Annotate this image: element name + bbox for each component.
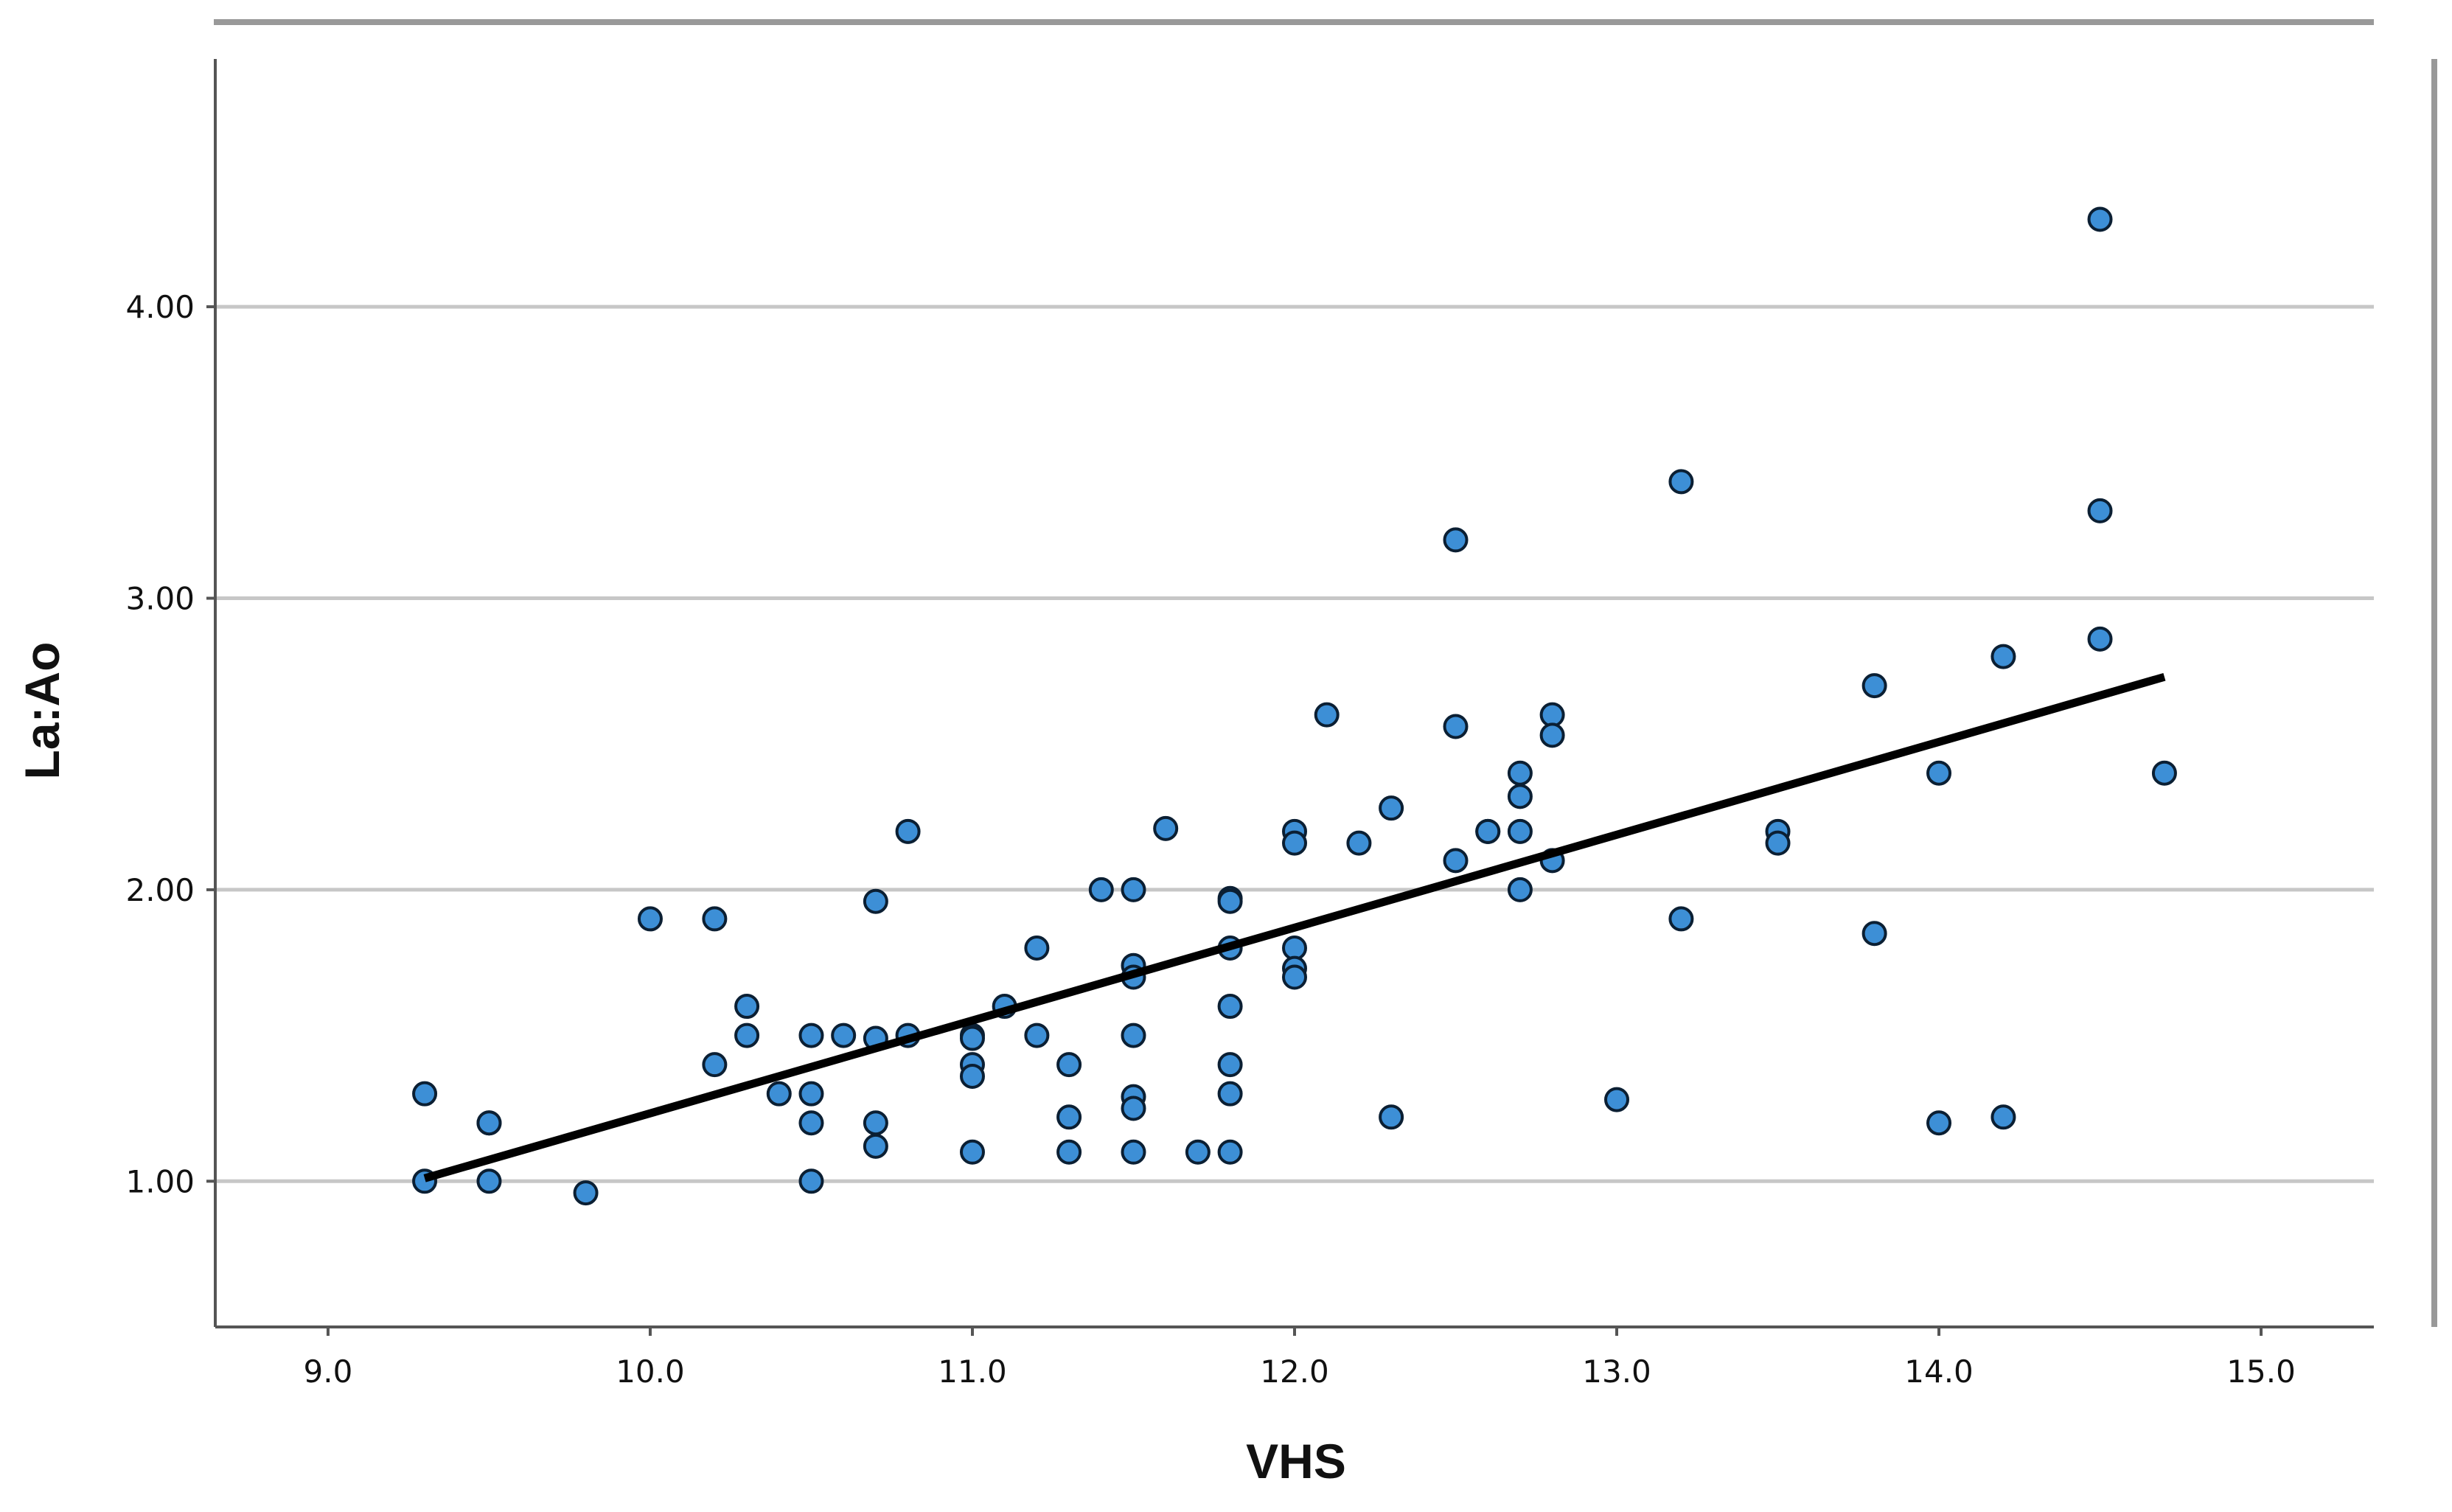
gridlines [215,304,2374,1183]
data-point-21 [895,818,921,844]
data-point-0 [412,1081,438,1107]
data-points [412,206,2177,1206]
data-point-78 [1861,921,1887,947]
x-tick-label: 13.0 [1582,1354,1651,1390]
data-point-4 [476,1168,502,1194]
data-point-47 [1217,994,1243,1020]
data-point-61 [1443,714,1469,739]
data-point-85 [2087,626,2113,652]
data-point-77 [1861,673,1887,699]
data-point-8 [702,1052,728,1078]
data-point-3 [476,1110,502,1136]
data-point-65 [1507,760,1533,786]
data-point-7 [702,906,728,932]
data-point-80 [1926,1110,1952,1136]
data-point-70 [1539,722,1565,748]
data-point-83 [2087,206,2113,232]
data-point-13 [798,1081,824,1107]
data-point-15 [798,1168,824,1194]
data-point-42 [1153,815,1179,841]
data-point-17 [863,888,888,914]
data-point-33 [1056,1139,1082,1165]
data-point-34 [1088,877,1114,902]
data-point-86 [2151,760,2177,786]
data-point-24 [959,1025,985,1051]
data-point-16 [831,1022,857,1048]
data-point-58 [1379,795,1404,821]
y-tick-labels: 1.00 2.00 3.00 4.00 [125,289,215,1199]
data-point-48 [1217,1052,1243,1078]
y-tick-label: 4.00 [125,289,195,325]
data-point-9 [734,994,760,1020]
data-point-81 [1990,644,2016,669]
data-point-74 [1668,906,1694,932]
data-point-45 [1217,888,1243,914]
data-point-14 [798,1110,824,1136]
y-tick-label: 2.00 [125,872,195,908]
data-point-29 [1024,935,1050,961]
data-point-5 [573,1180,599,1206]
y-tick-label: 1.00 [125,1163,195,1199]
regression-fit-line [423,672,2166,1182]
data-point-6 [637,906,663,932]
data-point-40 [1121,1095,1146,1121]
data-point-31 [1056,1052,1082,1078]
data-point-55 [1282,964,1307,990]
data-point-60 [1443,527,1469,553]
y-axis-title: La:Ao [15,642,69,780]
data-point-68 [1507,877,1533,902]
x-axis-title: VHS [1246,1434,1346,1488]
data-point-32 [1056,1104,1082,1130]
data-point-56 [1314,702,1340,728]
x-tick-label: 9.0 [304,1354,353,1390]
data-point-49 [1217,1081,1243,1107]
data-point-19 [863,1110,888,1136]
data-point-53 [1282,935,1307,961]
data-point-10 [734,1022,760,1048]
data-point-57 [1346,830,1372,856]
data-point-52 [1282,830,1307,856]
x-tick-label: 11.0 [938,1354,1007,1390]
data-point-73 [1668,469,1694,495]
data-point-41 [1121,1139,1146,1165]
data-point-35 [1121,877,1146,902]
data-point-82 [1990,1104,2016,1130]
data-point-26 [959,1063,985,1089]
data-point-66 [1507,784,1533,809]
data-point-50 [1217,1139,1243,1165]
data-point-79 [1926,760,1952,786]
data-point-27 [959,1139,985,1165]
data-point-76 [1765,830,1791,856]
data-point-59 [1379,1104,1404,1130]
x-tick-labels: 9.0 10.0 11.0 12.0 13.0 14.0 15.0 [304,1327,2296,1390]
data-point-43 [1185,1139,1211,1165]
data-point-20 [863,1133,888,1159]
data-point-30 [1024,1022,1050,1048]
data-point-84 [2087,498,2113,523]
data-point-11 [766,1081,792,1107]
data-point-12 [798,1022,824,1048]
data-point-62 [1443,848,1469,874]
data-point-67 [1507,818,1533,844]
x-tick-label: 12.0 [1260,1354,1329,1390]
x-tick-label: 15.0 [2226,1354,2296,1390]
data-point-69 [1539,702,1565,728]
data-point-64 [1475,818,1501,844]
x-tick-label: 14.0 [1904,1354,1974,1390]
data-point-38 [1121,1022,1146,1048]
data-point-72 [1604,1087,1630,1112]
y-tick-label: 3.00 [125,580,195,616]
x-tick-label: 10.0 [616,1354,685,1390]
